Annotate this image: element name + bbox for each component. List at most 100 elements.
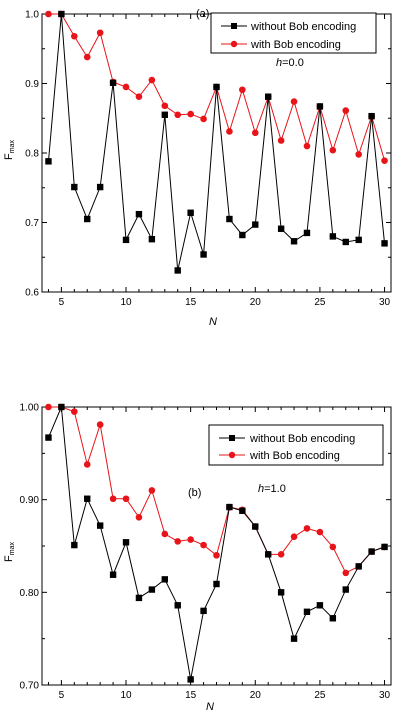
- legend-marker-series-1: [229, 435, 235, 441]
- data-point-circle: [200, 115, 207, 123]
- data-point-square: [109, 571, 117, 578]
- y-axis-label: Fmax: [3, 542, 16, 562]
- data-point-square: [277, 589, 285, 596]
- x-tick-label: 30: [379, 297, 391, 308]
- legend-label-series-2: with Bob encoding: [249, 450, 340, 462]
- legend-marker-series-2: [228, 451, 236, 459]
- data-point-square: [174, 267, 181, 274]
- data-point-circle: [109, 495, 117, 503]
- data-point-square: [303, 608, 311, 615]
- x-tick-label: 25: [314, 690, 326, 701]
- data-point-square: [71, 183, 78, 191]
- data-point-square: [187, 676, 194, 683]
- plot-frame: [41, 13, 392, 293]
- data-point-square: [58, 10, 65, 18]
- data-point-square: [71, 541, 78, 549]
- x-axis-label: N: [206, 701, 214, 713]
- data-point-square: [187, 209, 194, 216]
- data-point-square: [265, 93, 272, 100]
- data-point-square: [96, 522, 104, 529]
- y-tick-label: 0.90: [20, 495, 40, 506]
- legend: without Bob encoding with Bob encoding: [208, 424, 384, 466]
- data-point-square: [148, 586, 156, 593]
- chart-panel-a: 5 10 15 20 25 30 0.6 0.7 0.8 0.9 1.0 (a) h=0.0 N F…: [3, 8, 392, 328]
- data-point-circle: [45, 403, 52, 411]
- data-point-square: [84, 215, 91, 223]
- chart-panel-b: 5 10 15 20 25 300.700.800.901.00 (b) h=1.0 N …: [3, 403, 392, 713]
- x-tick-label: 20: [250, 690, 262, 701]
- y-tick-label: 0.70: [20, 681, 40, 692]
- data-point-circle: [277, 551, 285, 558]
- x-tick-label: 25: [314, 297, 326, 308]
- axis-ticks: 5 10 15 20 25 30 0.70 0.80 0.90 1.00: [20, 403, 391, 701]
- data-point-circle: [174, 538, 182, 545]
- data-point-square: [252, 221, 259, 228]
- data-point-circle: [381, 157, 388, 164]
- data-point-square: [161, 576, 168, 583]
- data-point-square: [122, 236, 130, 244]
- data-point-square: [45, 158, 52, 165]
- data-point-square: [329, 615, 337, 622]
- data-point-circle: [329, 146, 337, 154]
- data-point-circle: [148, 487, 156, 494]
- data-point-circle: [122, 495, 130, 503]
- data-point-circle: [226, 128, 233, 135]
- data-point-circle: [316, 528, 324, 536]
- y-tick-label: 1.00: [20, 403, 40, 414]
- data-point-circle: [135, 93, 143, 101]
- data-point-square: [265, 551, 272, 558]
- data-point-circle: [290, 98, 298, 105]
- legend-frame: [210, 12, 377, 54]
- data-point-circle: [303, 525, 311, 532]
- data-point-square: [303, 229, 311, 237]
- data-point-square: [368, 548, 375, 555]
- data-point-square: [45, 434, 52, 441]
- panel-label: (a): [196, 8, 209, 20]
- x-tick-label: 20: [250, 297, 262, 308]
- data-point-circle: [161, 530, 169, 538]
- data-point-circle: [135, 513, 143, 521]
- legend-frame: [208, 424, 384, 466]
- legend-label-series-1: without Bob encoding: [250, 21, 356, 33]
- data-point-square: [148, 235, 156, 243]
- data-point-circle: [303, 142, 311, 150]
- x-tick-label: 10: [120, 297, 132, 308]
- data-point-square: [96, 183, 104, 191]
- parameter-annotation: h=1.0: [258, 483, 286, 495]
- y-tick-label: 1.0: [25, 10, 39, 21]
- data-point-square: [381, 240, 388, 247]
- data-point-circle: [96, 29, 104, 37]
- data-point-square: [226, 503, 233, 511]
- y-tick-label: 0.7: [25, 218, 39, 229]
- data-point-circle: [161, 102, 169, 110]
- data-point-square: [355, 563, 362, 570]
- data-point-square: [58, 403, 65, 411]
- data-point-circle: [174, 111, 182, 119]
- data-point-circle: [187, 110, 194, 118]
- data-point-circle: [290, 533, 298, 541]
- data-point-square: [277, 225, 285, 232]
- data-point-square: [122, 539, 130, 546]
- data-point-square: [316, 103, 324, 110]
- y-tick-label: 0.80: [20, 588, 40, 599]
- data-point-circle: [355, 151, 362, 158]
- data-point-circle: [239, 86, 246, 94]
- data-point-circle: [83, 461, 91, 468]
- data-point-square: [174, 602, 181, 609]
- data-point-square: [355, 236, 362, 244]
- data-point-circle: [187, 536, 194, 543]
- data-point-square: [200, 251, 207, 258]
- data-point-square: [290, 238, 298, 245]
- x-tick-label: 10: [120, 690, 132, 701]
- data-point-circle: [213, 551, 220, 559]
- x-tick-label: 5: [59, 690, 65, 701]
- data-point-circle: [342, 107, 350, 114]
- legend-label-series-1: without Bob encoding: [249, 433, 355, 445]
- data-point-square: [252, 523, 259, 530]
- data-point-square: [381, 543, 388, 551]
- data-point-circle: [251, 129, 259, 137]
- x-tick-label: 15: [185, 690, 197, 701]
- data-point-square: [200, 607, 207, 615]
- legend: without Bob encoding with Bob encoding: [210, 12, 377, 54]
